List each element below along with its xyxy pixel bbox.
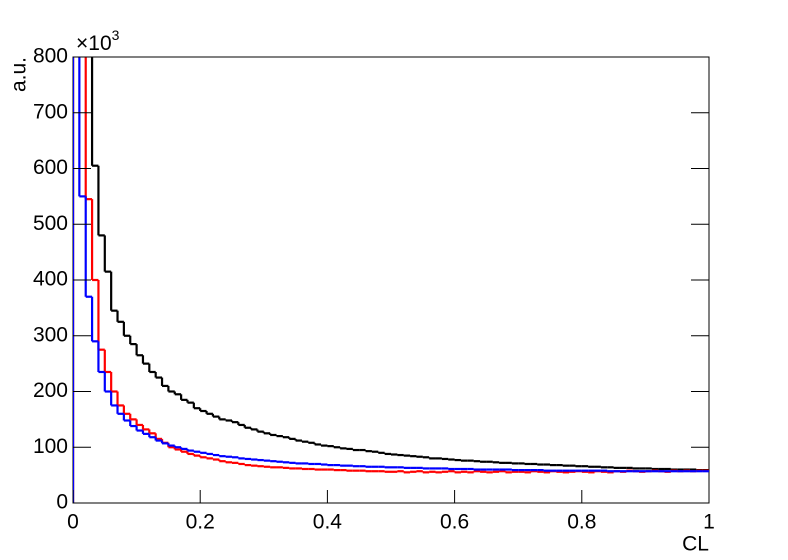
y-tick-label: 800	[33, 45, 68, 68]
y-tick-label: 300	[33, 323, 68, 346]
y-tick-label: 400	[33, 268, 68, 291]
x-tick-label: 1	[703, 511, 715, 534]
y-tick-label: 500	[33, 212, 68, 235]
x-tick-label: 0.2	[186, 511, 215, 534]
y-axis-label: a.u.	[8, 57, 31, 92]
y-tick-label: 200	[33, 379, 68, 402]
x-tick-label: 0.6	[440, 511, 469, 534]
y-multiplier: ×103	[76, 27, 120, 55]
y-tick-label: 100	[33, 435, 68, 458]
y-multiplier-base: ×10	[76, 32, 112, 55]
histograms	[73, 57, 709, 503]
y-tick-label: 0	[56, 491, 68, 514]
x-axis-label: CL	[682, 533, 709, 556]
y-multiplier-exponent: 3	[112, 27, 120, 43]
y-tick-label: 600	[33, 156, 68, 179]
y-tick-label: 700	[33, 100, 68, 123]
plot-frame	[72, 56, 710, 504]
x-tick-label: 0	[67, 511, 79, 534]
x-tick-label: 0.4	[313, 511, 343, 534]
x-tick-label: 0.8	[567, 511, 596, 534]
